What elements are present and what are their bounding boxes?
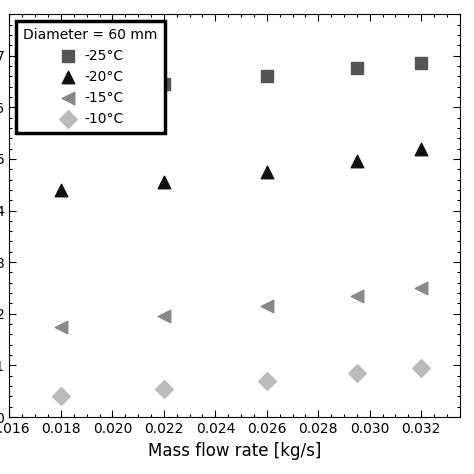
-20°C xyxy=(160,178,168,186)
-15°C xyxy=(160,313,168,320)
-10°C xyxy=(353,369,361,377)
-25°C xyxy=(160,80,168,88)
-20°C xyxy=(57,186,65,194)
-15°C xyxy=(353,292,361,300)
-25°C xyxy=(418,60,425,67)
-20°C xyxy=(353,158,361,165)
-10°C xyxy=(418,364,425,372)
-25°C xyxy=(263,73,271,80)
-15°C xyxy=(263,302,271,310)
-15°C xyxy=(418,284,425,292)
-25°C xyxy=(57,93,65,100)
-20°C xyxy=(263,168,271,175)
-10°C xyxy=(263,377,271,385)
X-axis label: Mass flow rate [kg/s]: Mass flow rate [kg/s] xyxy=(148,442,321,459)
-15°C xyxy=(57,323,65,330)
-25°C xyxy=(353,64,361,72)
-10°C xyxy=(160,385,168,392)
Legend: -25°C, -20°C, -15°C, -10°C: -25°C, -20°C, -15°C, -10°C xyxy=(17,21,164,133)
-10°C xyxy=(57,392,65,400)
-20°C xyxy=(418,145,425,152)
